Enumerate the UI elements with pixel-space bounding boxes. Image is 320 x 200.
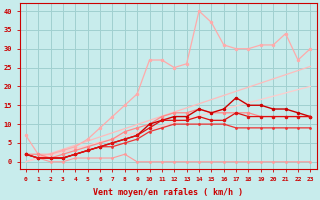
X-axis label: Vent moyen/en rafales ( km/h ): Vent moyen/en rafales ( km/h ) xyxy=(93,188,243,197)
